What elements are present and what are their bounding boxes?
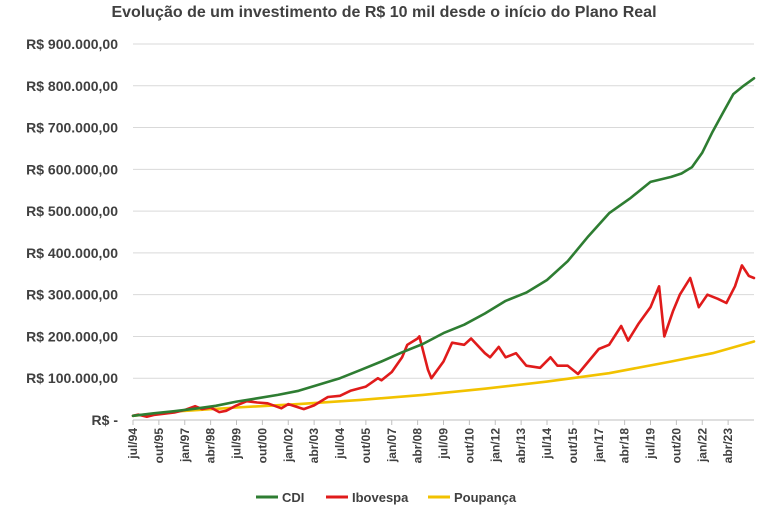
y-tick-label: R$ 600.000,00 xyxy=(26,161,118,177)
x-tick-label: out/00 xyxy=(255,428,269,464)
x-tick-label: jul/14 xyxy=(540,428,554,460)
chart-title: Evolução de um investimento de R$ 10 mil… xyxy=(111,4,657,21)
y-tick-label: R$ - xyxy=(92,412,119,428)
x-axis-labels: jul/94 out/95 jan/97 abr/98 jul/99 out/00 jan/… xyxy=(126,420,735,463)
x-tick-label: jul/19 xyxy=(644,428,658,460)
x-tick-label: abr/03 xyxy=(307,428,321,464)
legend-label: CDI xyxy=(282,490,304,505)
y-tick-label: R$ 300.000,00 xyxy=(26,287,118,303)
x-tick-label: abr/08 xyxy=(411,428,425,464)
x-tick-label: jan/97 xyxy=(178,428,192,463)
x-tick-label: jan/12 xyxy=(488,428,502,463)
y-tick-label: R$ 800.000,00 xyxy=(26,78,118,94)
series-line-ibovespa xyxy=(131,264,756,418)
x-tick-label: abr/18 xyxy=(618,428,632,464)
x-tick-label: jul/94 xyxy=(126,428,140,460)
y-tick-label: R$ 900.000,00 xyxy=(26,36,118,52)
x-tick-label: out/05 xyxy=(359,428,373,464)
y-tick-label: R$ 400.000,00 xyxy=(26,245,118,261)
x-tick-label: jan/22 xyxy=(695,428,709,463)
y-tick-label: R$ 200.000,00 xyxy=(26,328,118,344)
x-tick-label: abr/13 xyxy=(514,428,528,464)
legend-label: Poupança xyxy=(454,490,517,505)
legend-label: Ibovespa xyxy=(352,490,409,505)
y-tick-label: R$ 500.000,00 xyxy=(26,203,118,219)
x-tick-label: abr/23 xyxy=(721,428,735,464)
legend: CDI Ibovespa Poupança xyxy=(256,490,517,505)
y-tick-label: R$ 700.000,00 xyxy=(26,120,118,136)
x-tick-label: jan/02 xyxy=(281,428,295,463)
x-tick-label: jan/17 xyxy=(592,428,606,463)
y-axis-labels: R$ - R$ 100.000,00 R$ 200.000,00 R$ 300.000… xyxy=(26,36,118,428)
x-tick-label: abr/98 xyxy=(204,428,218,464)
x-tick-label: jul/09 xyxy=(437,428,451,460)
x-tick-label: jan/07 xyxy=(385,428,399,463)
x-tick-label: jul/04 xyxy=(333,428,347,460)
x-tick-label: jul/99 xyxy=(230,428,244,460)
series-line-poupana xyxy=(131,340,756,418)
series-lines xyxy=(131,77,756,418)
series-line-cdi xyxy=(131,77,756,418)
x-tick-label: out/15 xyxy=(566,428,580,464)
y-tick-label: R$ 100.000,00 xyxy=(26,370,118,386)
x-tick-label: out/10 xyxy=(462,428,476,464)
x-tick-label: out/95 xyxy=(152,428,166,464)
x-tick-label: out/20 xyxy=(669,428,683,464)
